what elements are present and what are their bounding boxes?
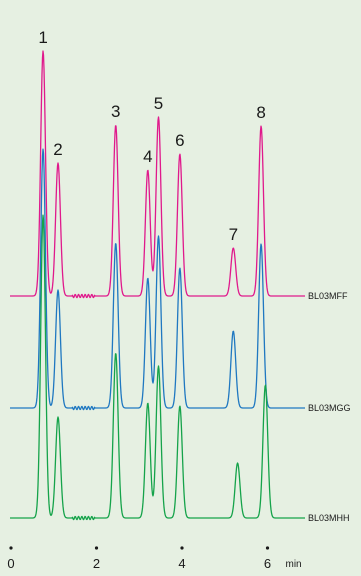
x-tick-label: 6 [264,556,271,571]
peak-number-8: 8 [256,103,265,122]
x-tick-label: 2 [93,556,100,571]
peak-number-2: 2 [53,140,62,159]
trace-label-bl03mhh: BL03MHH [308,513,350,523]
x-axis: min 0 2 4 6 [7,546,302,571]
x-tick-mark [94,546,99,550]
trace-label-bl03mff: BL03MFF [308,291,348,301]
x-tick-mark [180,546,184,550]
trace-bl03mhh [9,214,306,521]
peak-number-3: 3 [111,102,120,121]
x-tick-label: 0 [7,556,14,571]
trace-name-labels: BL03MFF BL03MGG BL03MHH [308,291,351,523]
trace-label-bl03mgg: BL03MGG [308,403,351,413]
peak-number-1: 1 [38,28,47,47]
x-tick-mark [265,546,270,550]
x-tick-mark [9,546,13,550]
x-axis-unit-label: min [286,559,302,570]
peak-number-6: 6 [175,131,184,150]
peak-number-7: 7 [229,225,238,244]
peak-number-labels: 1 2 3 4 56 7 8 [38,28,265,244]
trace-lines [9,50,306,521]
trace-bl03mgg [9,148,306,411]
trace-bl03mff [9,50,306,299]
peak-number-5: 5 [154,94,163,113]
x-tick-label: 4 [178,556,185,571]
peak-number-4: 4 [143,147,152,166]
